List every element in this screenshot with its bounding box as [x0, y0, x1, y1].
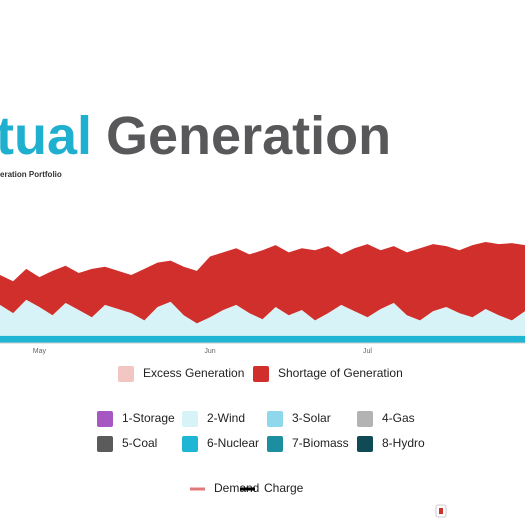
legend-label: 5-Coal: [122, 436, 157, 450]
legend-swatch: [182, 411, 198, 427]
x-tick-label: Jun: [204, 348, 215, 355]
area: [0, 242, 525, 324]
legend-swatch: [118, 366, 134, 382]
legend-swatch: [253, 366, 269, 382]
legend-swatch: [267, 411, 283, 427]
legend-label: Excess Generation: [143, 366, 244, 380]
legend-label: 6-Nuclear: [207, 436, 259, 450]
x-tick-label: May: [33, 348, 47, 355]
legend-label: 8-Hydro: [382, 436, 425, 450]
export-icon-glyph: [439, 508, 443, 514]
legend-swatch: [97, 436, 113, 452]
legend-label: 1-Storage: [122, 411, 175, 425]
legend-label: 7-Biomass: [292, 436, 349, 450]
legend-label: 2-Wind: [207, 411, 245, 425]
subtitle: eration Portfolio: [0, 170, 62, 179]
legend-swatch: [97, 411, 113, 427]
area: [0, 299, 525, 336]
legend-swatch: [267, 436, 283, 452]
legend-label: Shortage of Generation: [278, 366, 403, 380]
legend-label: 3-Solar: [292, 411, 331, 425]
chart-title: tual Generation: [0, 106, 391, 166]
title-highlight: tual: [0, 106, 92, 166]
x-tick-label: Jul: [363, 348, 372, 355]
legend-swatch: [182, 436, 198, 452]
title-rest: Generation: [106, 106, 391, 166]
legend-swatch: [357, 411, 373, 427]
legend-label: Demand: [214, 481, 259, 495]
area: [0, 335, 525, 343]
legend-label: 4-Gas: [382, 411, 415, 425]
legend-label: Charge: [264, 481, 304, 495]
legend-swatch: [357, 436, 373, 452]
